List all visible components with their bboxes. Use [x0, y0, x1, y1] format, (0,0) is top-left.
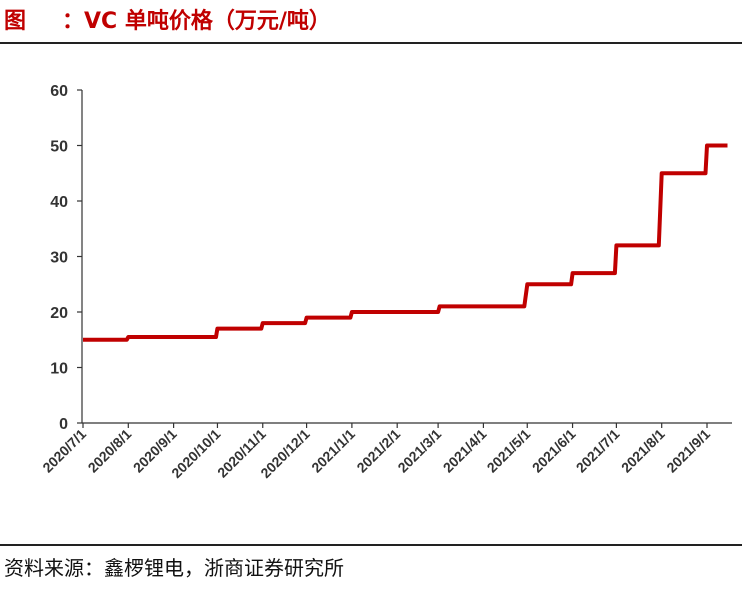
axes — [81, 90, 732, 424]
source-note: 资料来源：鑫椤锂电，浙商证券研究所 — [4, 556, 344, 580]
y-tick-label: 10 — [50, 361, 68, 378]
top-rule — [0, 42, 742, 44]
y-tick-label: 30 — [50, 250, 68, 267]
y-tick-label: 50 — [50, 139, 68, 156]
x-tick-label: 2021/7/1 — [573, 426, 623, 476]
y-tick-label: 0 — [59, 416, 68, 433]
series-line — [83, 143, 728, 342]
x-tick-label: 2020/7/1 — [39, 426, 89, 476]
x-tick-label: 2021/1/1 — [308, 426, 358, 476]
y-tick-label: 60 — [50, 83, 68, 100]
x-tick-label: 2021/4/1 — [440, 426, 490, 476]
x-tick-label: 2020/8/1 — [85, 426, 135, 476]
bottom-rule — [0, 544, 742, 546]
y-tick-label: 20 — [50, 305, 68, 322]
chart-title: ：VC 单吨价格（万元/吨） — [62, 9, 331, 34]
x-tick-label: 2021/3/1 — [394, 426, 444, 476]
y-ticks: 0 10 20 30 40 50 60 — [50, 83, 82, 433]
x-tick-label: 2021/2/1 — [353, 426, 403, 476]
x-ticks: 2020/7/12020/8/12020/9/12020/10/12020/11… — [39, 423, 713, 481]
x-tick-label: 2021/8/1 — [618, 426, 668, 476]
figure-prefix: 图 — [4, 9, 27, 34]
chart-title-row: 图 ：VC 单吨价格（万元/吨） — [4, 2, 331, 36]
y-tick-label: 40 — [50, 194, 68, 211]
x-tick-label: 2021/9/1 — [663, 426, 713, 476]
series — [83, 143, 728, 342]
x-tick-label: 2021/5/1 — [484, 426, 534, 476]
x-tick-label: 2021/6/1 — [529, 426, 579, 476]
